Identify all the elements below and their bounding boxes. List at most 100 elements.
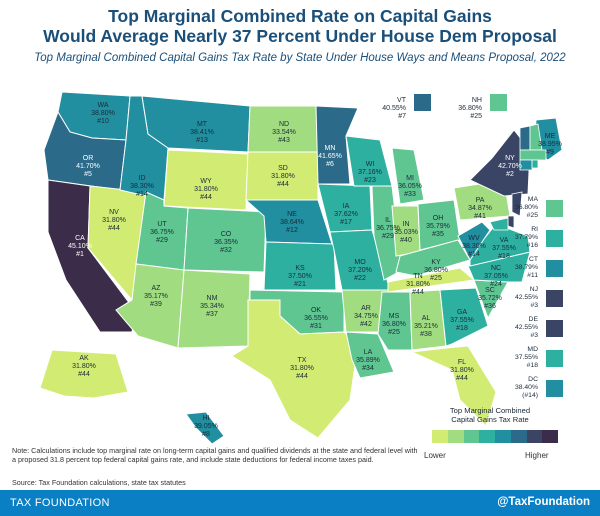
state-label-or-rate: 41.70% — [76, 163, 100, 170]
state-label-id-abbr: ID — [139, 175, 146, 182]
side-state-dc-line-1: 38.40% — [514, 384, 538, 391]
state-label-wv-abbr: WV — [468, 235, 480, 242]
callout-nh-swatch — [490, 94, 507, 111]
state-label-tn-abbr: TN — [413, 273, 422, 280]
side-state-md: MD 37.55% #18 — [484, 346, 594, 376]
callout-vt-line-2: #7 — [398, 113, 406, 120]
state-label-nv-rate: 31.80% — [102, 217, 126, 224]
side-state-md-text: MD 37.55% #18 — [484, 346, 538, 370]
state-label-ky-rate: 36.80% — [424, 267, 448, 274]
state-label-fl-rank: #44 — [456, 375, 468, 382]
state-label-wy-rank: #44 — [200, 194, 212, 201]
state-tx — [231, 299, 359, 439]
footer-bar: TAX FOUNDATION @TaxFoundation — [0, 490, 600, 516]
state-label-ny-rate: 42.70% — [498, 163, 522, 170]
state-label-wa-rank: #10 — [97, 118, 109, 125]
state-label-sd-rate: 31.80% — [271, 173, 295, 180]
side-state-ct-swatch — [546, 260, 563, 277]
side-state-dc-line-0: DC — [528, 376, 538, 383]
side-state-ma-swatch — [546, 200, 563, 217]
state-label-al-rank: #38 — [420, 331, 432, 338]
state-label-ca-abbr: CA — [75, 235, 85, 242]
state-label-mo-rate: 37.20% — [348, 267, 372, 274]
state-label-ky-rank: #25 — [430, 275, 442, 282]
state-md — [489, 217, 509, 231]
side-state-ma-line-1: 36.80% — [514, 204, 538, 211]
state-label-wv-rate: 38.30% — [462, 243, 486, 250]
state-label-wi-abbr: WI — [366, 161, 375, 168]
state-label-oh-rank: #35 — [432, 231, 444, 238]
state-label-az-abbr: AZ — [152, 285, 162, 292]
state-label-mn-rate: 41.65% — [318, 153, 342, 160]
side-state-ct-line-1: 38.79% — [514, 264, 538, 271]
state-label-ne-rank: #12 — [286, 227, 298, 234]
state-label-nc-rank: #24 — [490, 281, 502, 288]
legend-step-c8 — [542, 430, 558, 443]
state-label-co-rate: 36.35% — [214, 239, 238, 246]
state-label-ks-abbr: KS — [295, 265, 305, 272]
state-label-ks-rate: 37.50% — [288, 273, 312, 280]
state-label-az-rate: 35.17% — [144, 293, 168, 300]
state-label-ga-rate: 37.55% — [450, 317, 474, 324]
state-label-nm-rate: 35.34% — [200, 303, 224, 310]
state-label-va-rank: #18 — [498, 253, 510, 260]
chart-subtitle: Top Marginal Combined Capital Gains Tax … — [34, 52, 566, 64]
state-label-ut-abbr: UT — [157, 221, 167, 228]
state-label-ms-rate: 36.80% — [382, 321, 406, 328]
state-label-ne-rate: 38.64% — [280, 219, 304, 226]
state-label-mn-rank: #6 — [326, 161, 334, 168]
legend-step-c5 — [495, 430, 511, 443]
legend-color-scale — [432, 430, 558, 443]
state-label-mt-rate: 38.41% — [190, 129, 214, 136]
title-line-1: Top Marginal Combined Rate on Capital Ga… — [108, 6, 492, 26]
state-label-ms-abbr: MS — [389, 313, 400, 320]
state-label-tx-abbr: TX — [298, 357, 307, 364]
state-label-ny-abbr: NY — [505, 155, 515, 162]
side-state-md-line-1: 37.55% — [514, 354, 538, 361]
side-state-de-swatch — [546, 320, 563, 337]
state-wv — [457, 221, 491, 261]
state-label-in-rank: #40 — [400, 237, 412, 244]
state-label-or-rank: #5 — [84, 171, 92, 178]
source-line: Source: Tax Foundation calculations, sta… — [12, 478, 186, 487]
state-label-me-abbr: ME — [545, 133, 556, 140]
state-label-ok-rank: #31 — [310, 323, 322, 330]
state-vt — [519, 125, 531, 151]
side-state-nj-line-2: #3 — [530, 302, 538, 309]
state-label-hi-abbr: HI — [203, 415, 210, 422]
state-label-pa-rank: #41 — [474, 213, 486, 220]
state-label-nv-rank: #44 — [108, 225, 120, 232]
side-state-de-text: DE 42.55% #3 — [484, 316, 538, 340]
side-state-nj-line-1: 42.55% — [514, 294, 538, 301]
side-state-ct-line-0: CT — [528, 256, 538, 263]
side-state-ma-line-0: MA — [527, 196, 538, 203]
state-ga — [439, 287, 489, 347]
side-state-ma-line-2: #25 — [526, 212, 538, 219]
footer-handle[interactable]: @TaxFoundation — [497, 496, 590, 508]
footer-brand: TAX FOUNDATION — [10, 497, 110, 509]
state-mi — [391, 147, 425, 205]
state-ma — [519, 149, 547, 161]
state-label-il-rate: 36.75% — [376, 225, 400, 232]
state-label-la-rank: #34 — [362, 365, 374, 372]
side-state-dc-swatch — [546, 380, 563, 397]
state-label-ia-abbr: IA — [343, 203, 350, 210]
side-state-dc-text: DC 38.40% (#14) — [484, 376, 538, 400]
legend-step-c4 — [479, 430, 495, 443]
state-label-la-abbr: LA — [364, 349, 373, 356]
side-state-ri-line-2: #16 — [526, 242, 538, 249]
state-ms — [377, 291, 413, 351]
state-mn — [315, 105, 359, 185]
state-label-ok-abbr: OK — [311, 307, 321, 314]
state-label-tn-rate: 31.80% — [406, 281, 430, 288]
state-label-in-rate: 35.03% — [394, 229, 418, 236]
state-label-az-rank: #39 — [150, 301, 162, 308]
state-label-nd-abbr: ND — [279, 121, 289, 128]
callout-nh-line-2: #25 — [470, 113, 482, 120]
title-line-2: Would Average Nearly 37 Percent Under Ho… — [43, 26, 557, 46]
methodology-note: Note: Calculations include top marginal … — [12, 446, 418, 464]
state-label-ar-rate: 34.75% — [354, 313, 378, 320]
legend-step-c6 — [510, 430, 527, 443]
state-label-sc-abbr: SC — [485, 287, 495, 294]
state-label-al-rate: 35.21% — [414, 323, 438, 330]
